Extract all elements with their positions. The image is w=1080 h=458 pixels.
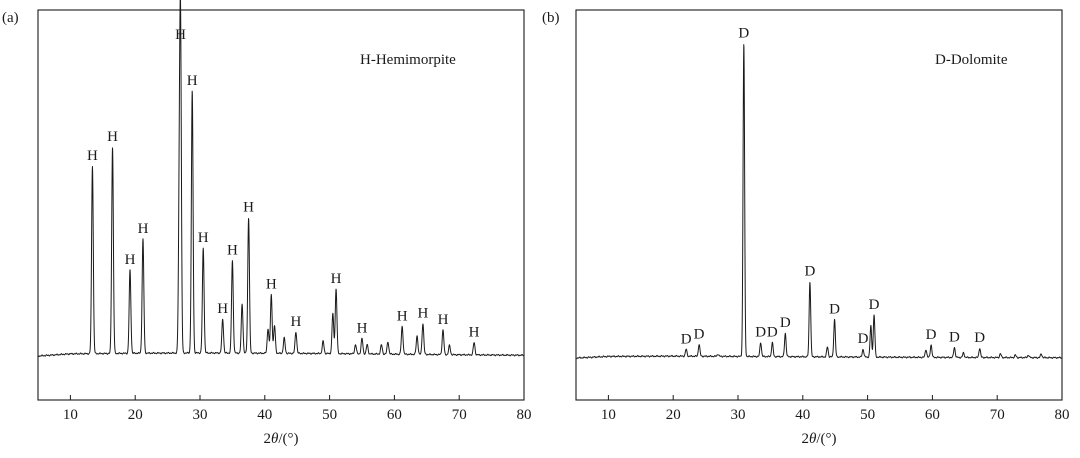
panel-a-x-axis-title-theta: θ: [271, 431, 279, 447]
panel-b-x-axis: 10 20 30 40 50 60 70 80: [601, 395, 1070, 423]
x-tick-label-a-40: 40: [257, 407, 272, 423]
x-tick-label-b-30: 30: [731, 407, 746, 423]
peak-label-a-12: H: [331, 271, 342, 287]
peak-label-b-9: D: [869, 297, 880, 313]
peak-label-a-1: H: [107, 129, 118, 145]
peak-label-b-11: D: [949, 329, 960, 345]
peak-label-a-10: H: [266, 277, 277, 293]
peak-label-a-8: H: [227, 243, 238, 259]
peak-label-a-4: H: [175, 27, 186, 43]
peak-label-a-15: H: [417, 306, 428, 322]
peak-label-a-9: H: [243, 200, 254, 216]
peak-label-a-14: H: [397, 309, 408, 325]
x-tick-label-b-60: 60: [925, 407, 940, 423]
panel-a-x-axis-title-prefix: 2: [263, 431, 271, 447]
peak-label-b-10: D: [926, 327, 937, 343]
x-tick-label-b-70: 70: [990, 407, 1005, 423]
panel-a-x-axis-title: 2θ/(°): [263, 431, 298, 447]
panel-b-x-axis-title-unit: /(°): [816, 431, 836, 447]
panel-b-x-axis-title-prefix: 2: [801, 431, 809, 447]
x-tick-label-b-50: 50: [860, 407, 875, 423]
peak-label-b-12: D: [974, 330, 985, 346]
x-tick-label-b-40: 40: [795, 407, 810, 423]
panel-b-plot-frame: [575, 9, 1063, 401]
panel-b-label: (b): [542, 10, 560, 26]
x-tick-label-a-30: 30: [193, 407, 208, 423]
peak-label-b-4: D: [767, 325, 778, 341]
peak-label-b-3: D: [755, 325, 766, 341]
x-tick-label-a-70: 70: [452, 407, 467, 423]
peak-label-b-0: D: [681, 331, 692, 347]
peak-label-b-8: D: [858, 331, 869, 347]
peak-label-a-13: H: [357, 320, 368, 336]
x-tick-label-a-10: 10: [63, 407, 78, 423]
peak-label-a-5: H: [187, 73, 198, 89]
peak-label-a-7: H: [217, 301, 228, 317]
x-tick-label-a-60: 60: [387, 407, 402, 423]
panel-b-legend-text: D-Dolomite: [935, 52, 1008, 68]
x-tick-label-b-80: 80: [1055, 407, 1070, 423]
peak-label-a-3: H: [138, 221, 149, 237]
x-tick-label-b-10: 10: [601, 407, 616, 423]
panel-a-x-axis: 10 20 30 40 50 60 70 80: [63, 395, 532, 423]
peak-label-a-17: H: [469, 325, 480, 341]
peak-label-b-5: D: [780, 315, 791, 331]
peak-label-b-7: D: [829, 301, 840, 317]
peak-label-a-11: H: [290, 314, 301, 330]
peak-label-b-6: D: [804, 264, 815, 280]
x-tick-label-a-20: 20: [128, 407, 143, 423]
peak-label-b-1: D: [694, 326, 705, 342]
peak-label-b-2: D: [738, 26, 749, 42]
peak-label-a-6: H: [198, 230, 209, 246]
x-tick-label-a-80: 80: [517, 407, 532, 423]
panel-b-x-axis-title: 2θ/(°): [801, 431, 836, 447]
panel-a-legend-text: H-Hemimorpite: [360, 52, 456, 68]
panel-a-plot-frame: [37, 9, 525, 401]
panel-a-diffraction-trace: [37, 0, 525, 358]
peak-label-a-0: H: [87, 148, 98, 164]
panel-b-x-axis-title-theta: θ: [809, 431, 817, 447]
panel-b-diffraction-trace: [575, 44, 1063, 360]
panel-a-label: (a): [2, 10, 19, 26]
peak-label-a-16: H: [438, 312, 449, 328]
x-tick-label-b-20: 20: [666, 407, 681, 423]
panel-a-x-axis-title-unit: /(°): [278, 431, 298, 447]
x-tick-label-a-50: 50: [322, 407, 337, 423]
peak-label-a-2: H: [125, 252, 136, 268]
